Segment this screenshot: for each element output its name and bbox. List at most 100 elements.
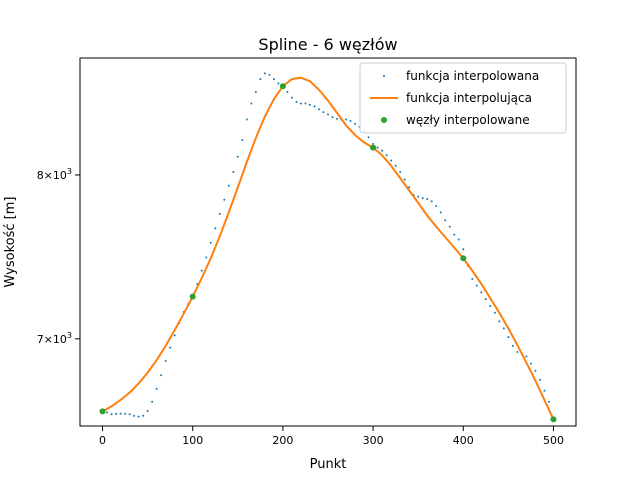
- data-point-97: [538, 378, 541, 381]
- data-point-47: [313, 105, 316, 108]
- axes-frame: [79, 57, 577, 427]
- data-point-34: [254, 90, 257, 93]
- data-point-70: [417, 195, 420, 198]
- plot-content: [99, 72, 557, 423]
- node-marker-5: [550, 416, 557, 423]
- y-axis-label: Wysokość [m]: [3, 197, 18, 288]
- data-point-4: [119, 412, 122, 415]
- node-marker-0: [99, 408, 106, 415]
- x-axis-label: Punkt: [310, 457, 347, 472]
- data-point-88: [498, 320, 501, 323]
- data-point-76: [444, 219, 447, 222]
- legend-label-2: węzły interpolowane: [406, 113, 530, 127]
- data-point-74: [435, 205, 438, 208]
- x-tick-label-500: 500: [543, 434, 564, 447]
- data-point-80: [462, 248, 465, 251]
- data-point-66: [399, 170, 402, 173]
- legend-swatch-markers: [381, 117, 387, 123]
- data-point-36: [263, 72, 266, 75]
- data-point-52: [336, 117, 339, 120]
- node-marker-4: [460, 255, 467, 262]
- data-point-29: [232, 170, 235, 173]
- data-point-39: [277, 82, 280, 85]
- y-axis: 7×103 8×103: [37, 167, 80, 346]
- data-point-63: [385, 154, 388, 157]
- data-point-62: [381, 149, 384, 152]
- data-point-92: [516, 351, 519, 354]
- data-point-35: [259, 78, 262, 81]
- plot-area: [99, 72, 557, 423]
- data-point-94: [525, 355, 528, 358]
- x-tick-label-0: 0: [99, 434, 106, 447]
- data-point-37: [268, 73, 271, 76]
- data-point-73: [430, 200, 433, 203]
- data-point-38: [272, 78, 275, 81]
- data-point-2: [110, 413, 113, 416]
- data-point-23: [205, 256, 208, 259]
- data-point-5: [124, 412, 127, 415]
- data-point-99: [547, 400, 550, 403]
- data-point-71: [421, 197, 424, 200]
- data-point-22: [200, 269, 203, 272]
- x-tick-label-400: 400: [453, 434, 474, 447]
- data-point-59: [367, 136, 370, 139]
- data-point-31: [241, 139, 244, 142]
- data-point-32: [245, 118, 248, 121]
- data-point-48: [317, 108, 320, 111]
- data-point-42: [290, 96, 293, 99]
- data-point-46: [308, 103, 311, 106]
- data-point-96: [534, 369, 537, 372]
- data-point-79: [457, 238, 460, 241]
- data-point-28: [227, 184, 230, 187]
- data-point-75: [439, 211, 442, 214]
- data-point-56: [354, 122, 357, 125]
- legend-box: [359, 62, 567, 134]
- data-point-3: [115, 412, 118, 415]
- data-point-11: [151, 400, 154, 403]
- data-point-8: [137, 415, 140, 418]
- data-point-25: [214, 227, 217, 230]
- data-point-50: [327, 113, 329, 116]
- data-point-55: [349, 119, 352, 122]
- data-point-85: [484, 298, 487, 301]
- data-point-61: [376, 146, 379, 149]
- data-point-82: [471, 277, 474, 280]
- data-point-10: [146, 410, 149, 413]
- data-point-49: [322, 111, 325, 114]
- data-point-95: [529, 362, 532, 365]
- series-interpolating-line: [102, 76, 555, 420]
- data-point-24: [209, 241, 212, 244]
- x-tick-label-100: 100: [182, 434, 203, 447]
- data-point-44: [299, 102, 302, 105]
- data-point-90: [507, 336, 510, 339]
- data-point-13: [160, 374, 163, 377]
- data-point-9: [142, 414, 145, 417]
- data-point-15: [169, 346, 172, 349]
- legend-swatch-points: [383, 75, 385, 77]
- data-point-43: [295, 101, 298, 104]
- data-point-98: [543, 389, 546, 392]
- data-point-27: [223, 198, 226, 201]
- y-tick-label-7000: 7×103: [37, 331, 72, 346]
- node-marker-3: [370, 144, 377, 151]
- x-tick-label-300: 300: [363, 434, 384, 447]
- x-axis: 0 100 200 300 400 500: [99, 426, 564, 447]
- data-point-64: [390, 159, 393, 162]
- data-point-67: [403, 178, 406, 181]
- legend-label-1: funkcja interpolująca: [406, 91, 532, 105]
- chart-title: Spline - 6 węzłów: [258, 35, 397, 54]
- y-tick-label-8000: 8×103: [37, 167, 72, 182]
- data-point-6: [128, 413, 131, 416]
- data-point-26: [218, 212, 221, 215]
- data-point-87: [493, 311, 496, 314]
- legend: funkcja interpolowana funkcja interpolują…: [359, 62, 567, 134]
- data-point-41: [286, 90, 289, 93]
- data-point-68: [408, 186, 411, 189]
- data-point-54: [345, 118, 348, 121]
- data-point-65: [394, 164, 397, 167]
- data-point-30: [236, 155, 239, 158]
- data-point-45: [304, 102, 307, 105]
- data-point-16: [173, 334, 176, 337]
- data-point-89: [502, 327, 505, 330]
